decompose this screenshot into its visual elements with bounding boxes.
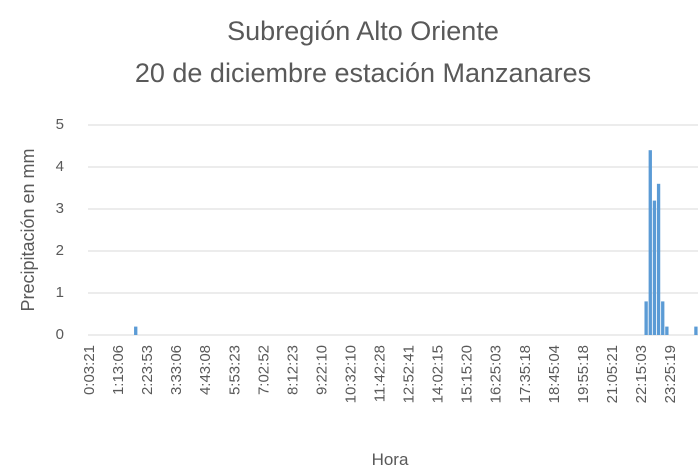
x-tick-label: 3:33:06 <box>168 345 185 395</box>
x-tick-label: 16:25:03 <box>488 345 505 403</box>
x-tick-label: 17:35:18 <box>517 345 534 403</box>
x-tick-label: 0:03:21 <box>81 345 98 395</box>
x-tick-label: 19:55:18 <box>575 345 592 403</box>
x-tick-label: 12:52:41 <box>401 345 418 403</box>
x-tick-label: 14:02:15 <box>430 345 447 403</box>
chart-subtitle: 20 de diciembre estación Manzanares <box>135 58 591 88</box>
x-tick-label: 4:43:08 <box>197 345 214 395</box>
x-tick-label: 23:25:19 <box>662 345 679 403</box>
x-axis-label: Hora <box>372 450 409 469</box>
chart-title: Subregión Alto Oriente <box>227 16 499 46</box>
x-tick-label: 22:15:03 <box>633 345 650 403</box>
x-tick-label: 21:05:21 <box>604 345 621 403</box>
x-tick-label: 7:02:52 <box>255 345 272 395</box>
x-tick-label: 1:13:06 <box>110 345 127 395</box>
bar <box>694 326 698 335</box>
y-tick-label: 1 <box>56 284 64 301</box>
y-axis-label: Precipitación en mm <box>18 148 38 311</box>
bar <box>656 183 661 335</box>
y-tick-label: 0 <box>56 326 64 343</box>
x-tick-label: 18:45:04 <box>546 345 563 403</box>
bar <box>648 150 652 335</box>
bar <box>661 301 665 335</box>
bar <box>652 200 657 335</box>
x-tick-label: 9:22:10 <box>313 345 330 395</box>
x-tick-label: 8:12:23 <box>284 345 301 395</box>
x-tick-label: 11:42:28 <box>372 345 389 402</box>
x-tick-label: 15:15:20 <box>459 345 476 403</box>
y-tick-label: 5 <box>56 116 64 133</box>
bar <box>134 326 138 335</box>
y-tick-label: 4 <box>56 158 64 175</box>
x-tick-label: 10:32:10 <box>342 345 359 403</box>
y-tick-label: 3 <box>56 200 64 217</box>
bar <box>644 301 648 335</box>
x-tick-label: 5:53:23 <box>226 345 243 395</box>
x-tick-label: 2:23:53 <box>139 345 156 395</box>
y-tick-label: 2 <box>56 242 64 259</box>
bar <box>665 326 669 335</box>
